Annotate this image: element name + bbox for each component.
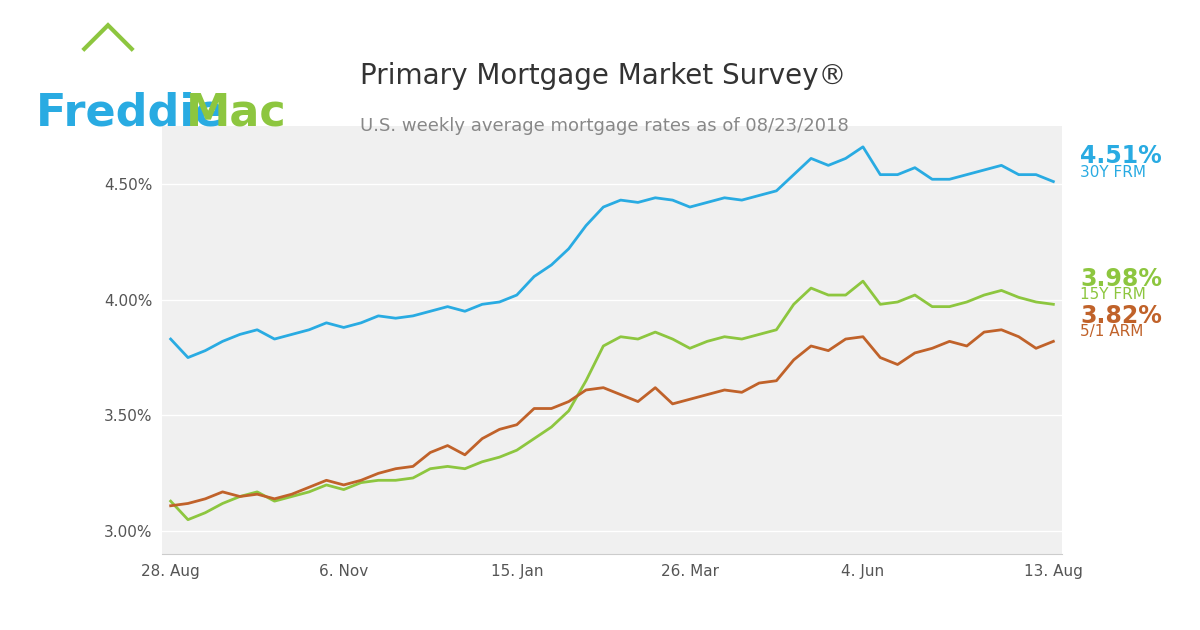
Text: 4.51%: 4.51% — [1080, 144, 1162, 168]
Text: Freddie: Freddie — [36, 92, 240, 135]
Text: 30Y FRM: 30Y FRM — [1080, 164, 1146, 180]
Text: U.S. weekly average mortgage rates as of 08/23/2018: U.S. weekly average mortgage rates as of… — [360, 117, 848, 135]
Text: 5/1 ARM: 5/1 ARM — [1080, 324, 1144, 340]
Text: 3.98%: 3.98% — [1080, 267, 1162, 291]
Text: Mac: Mac — [186, 92, 287, 135]
Text: 3.82%: 3.82% — [1080, 304, 1162, 328]
Text: Primary Mortgage Market Survey®: Primary Mortgage Market Survey® — [360, 62, 846, 89]
Text: 15Y FRM: 15Y FRM — [1080, 287, 1146, 302]
